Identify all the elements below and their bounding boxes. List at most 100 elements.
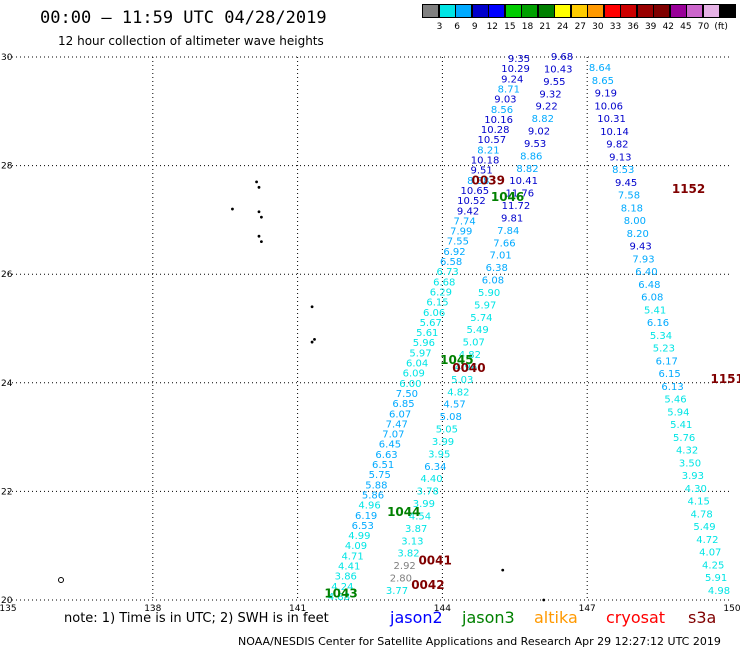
wave-height-label: 10.65 <box>461 186 490 197</box>
wave-height-label: 5.07 <box>463 338 485 349</box>
wave-height-label: 6.08 <box>482 276 504 287</box>
wave-height-label: 2.80 <box>390 574 412 585</box>
lon-tick-label: 147 <box>579 604 596 614</box>
color-scale-label: 24 <box>556 22 569 32</box>
island-marker <box>501 568 505 572</box>
color-scale-label: 36 <box>627 22 639 32</box>
wave-height-label: 4.07 <box>699 548 721 559</box>
wave-height-label: 5.34 <box>650 331 672 342</box>
wave-height-label: 5.94 <box>667 407 689 418</box>
wave-height-label: 6.68 <box>433 277 455 288</box>
wave-height-label: 6.19 <box>355 511 377 522</box>
wave-height-label: 9.68 <box>551 52 573 63</box>
wave-height-label: 8.86 <box>520 151 542 162</box>
wave-height-label: 10.29 <box>501 64 530 75</box>
wave-height-label: 8.65 <box>592 76 614 87</box>
wave-height-label: 8.64 <box>589 63 611 74</box>
color-scale-label: 45 <box>680 22 692 32</box>
wave-height-label: 6.48 <box>638 280 660 291</box>
wave-height-label: 4.96 <box>455 362 477 373</box>
wave-height-label: 9.53 <box>524 139 546 150</box>
wave-height-label: 8.71 <box>498 84 520 95</box>
wave-height-label: 7.58 <box>618 191 640 202</box>
wave-height-label: 4.32 <box>676 446 698 457</box>
wave-height-label: 6.85 <box>392 399 414 410</box>
wave-height-label: 8.53 <box>612 165 634 176</box>
wave-height-label: 5.76 <box>673 433 695 444</box>
wave-height-label: 5.67 <box>420 318 442 329</box>
wave-height-label: 6.16 <box>647 318 669 329</box>
wave-height-label: 3.77 <box>386 586 408 597</box>
wave-height-label: 8.56 <box>491 105 513 116</box>
wave-height-label: 6.15 <box>426 298 448 309</box>
wave-height-label: 4.25 <box>702 560 724 571</box>
wave-height-label: 9.32 <box>539 89 561 100</box>
wave-height-label: 6.63 <box>375 450 397 461</box>
wave-height-label: 5.96 <box>413 338 435 349</box>
wave-height-label: 7.01 <box>489 251 511 262</box>
island-marker <box>257 185 261 189</box>
color-scale-label: 15 <box>504 22 516 32</box>
wave-height-label: 6.34 <box>424 462 446 473</box>
lat-lon-grid <box>8 56 732 601</box>
pass-time-label: 0042 <box>411 578 444 592</box>
wave-height-label: 6.92 <box>443 247 465 258</box>
footer-credit: NOAA/NESDIS Center for Satellite Applica… <box>238 635 721 648</box>
wave-height-label: 4.57 <box>443 400 465 411</box>
footer-note: note: 1) Time is in UTC; 2) SWH is in fe… <box>64 611 329 626</box>
wave-height-label: 3.87 <box>405 524 427 535</box>
satellite-legend-s3a: s3a <box>688 608 717 627</box>
wave-height-label: 6.53 <box>352 521 374 532</box>
color-scale-label: 12 <box>486 22 499 32</box>
color-scale-label: 30 <box>592 22 604 32</box>
wave-height-label: 5.75 <box>369 470 391 481</box>
wave-height-label: 4.71 <box>341 551 363 562</box>
wave-height-label: 10.18 <box>471 156 500 167</box>
wave-height-label: 4.40 <box>420 474 442 485</box>
wave-height-label: 10.43 <box>544 64 573 75</box>
wave-height-label: 4.24 <box>331 582 353 593</box>
lon-tick-label: 138 <box>144 604 161 614</box>
wave-height-label: 4.88 <box>328 592 350 603</box>
wave-height-label: 4.78 <box>690 509 712 520</box>
color-scale-label: 39 <box>644 22 657 32</box>
lon-tick-label: 141 <box>289 604 306 614</box>
wave-height-label: 3.13 <box>401 536 423 547</box>
wave-height-label: 4.41 <box>338 562 360 573</box>
color-scale-label: 9 <box>471 22 478 32</box>
wave-height-label: 8.20 <box>627 229 649 240</box>
wave-height-label: 7.93 <box>632 254 654 265</box>
wave-height-label: 8.82 <box>516 164 538 175</box>
lon-tick-label: 135 <box>0 604 17 614</box>
wave-height-label: 9.82 <box>606 140 628 151</box>
wave-height-label: 6.06 <box>423 308 445 319</box>
color-scale-label: 33 <box>609 22 622 32</box>
wave-height-label: 4.82 <box>459 350 481 361</box>
wave-height-label: 10.41 <box>509 176 538 187</box>
wave-height-label: 9.43 <box>630 242 652 253</box>
satellite-legend-cryosat: cryosat <box>606 608 666 627</box>
color-scale-label: 21 <box>539 22 551 32</box>
wave-height-label: 4.54 <box>409 511 431 522</box>
wave-height-label: 6.40 <box>635 267 657 278</box>
wave-height-label: 7.84 <box>497 226 519 237</box>
color-scale-label: 27 <box>574 22 587 32</box>
wave-height-label: 10.31 <box>597 114 626 125</box>
wave-height-label: 9.35 <box>508 54 530 65</box>
color-scale-label: (ft) <box>714 22 728 32</box>
wave-height-label: 6.15 <box>659 369 681 380</box>
lon-tick-label: 150 <box>723 604 740 614</box>
island-marker <box>257 210 261 214</box>
wave-height-label: 7.74 <box>454 216 476 227</box>
island-marker <box>58 577 64 583</box>
wave-height-label: 6.09 <box>403 369 425 380</box>
wave-height-label: 9.45 <box>615 178 637 189</box>
wave-height-label: 8.21 <box>477 145 499 156</box>
wave-height-label: 11.76 <box>505 189 534 200</box>
wave-height-label: 3.99 <box>432 437 454 448</box>
island-marker <box>255 180 258 184</box>
wave-height-label: 5.49 <box>466 325 488 336</box>
satellite-legend-jason3: jason3 <box>462 608 515 627</box>
wave-height-label: 10.57 <box>478 135 507 146</box>
